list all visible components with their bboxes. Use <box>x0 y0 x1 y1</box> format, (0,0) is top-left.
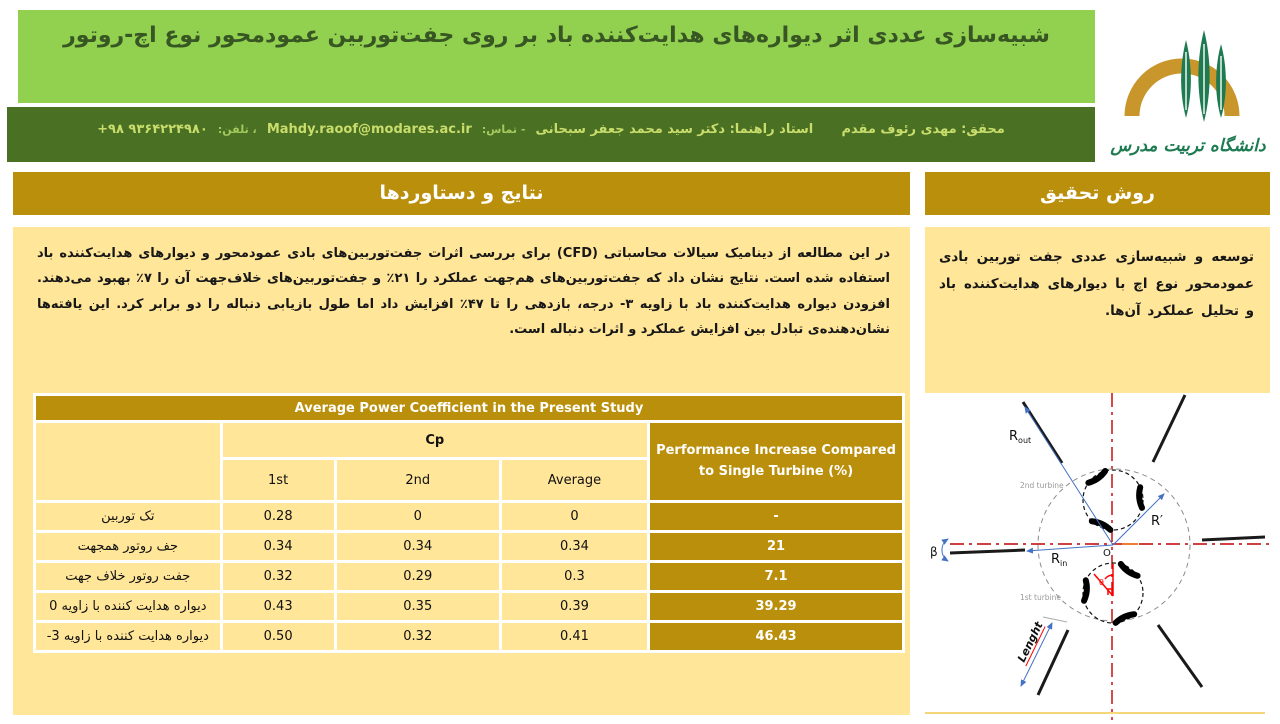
results-section-header: نتایج و دستاوردها <box>13 172 910 215</box>
turbine-rotor-circles <box>1082 469 1144 624</box>
cp2-value: 0 <box>336 503 499 530</box>
avg-value: 0 <box>501 503 648 530</box>
table-row: تک توربین 0.28 0 0 - <box>36 503 902 530</box>
results-abstract-text: در این مطالعه از دینامیک سیالات محاسباتی… <box>37 246 890 338</box>
perf-value: - <box>650 503 902 530</box>
table-title: Average Power Coefficient in the Present… <box>36 396 902 420</box>
cp1-value: 0.50 <box>222 623 334 650</box>
phone-label: ، تلفن: <box>217 123 257 136</box>
beta-label: β <box>930 545 938 559</box>
contact-label: - تماس: <box>481 123 526 136</box>
cp1-value: 0.34 <box>222 533 334 560</box>
method-section-header: روش تحقیق <box>925 172 1270 215</box>
theta-label: θ <box>1099 578 1104 587</box>
avg-value: 0.39 <box>501 593 648 620</box>
method-description-text: توسعه و شبیه‌سازی عددی جفت توربین بادی ع… <box>939 249 1254 319</box>
length-label: Lenght <box>1015 619 1046 667</box>
col-header-average: Average <box>501 460 648 500</box>
perf-value: 39.29 <box>650 593 902 620</box>
col-header-1st: 1st <box>222 460 334 500</box>
perf-value: 21 <box>650 533 902 560</box>
first-turbine-label: 1st turbine <box>1020 593 1061 602</box>
performance-column-header: Performance Increase Compared to Single … <box>650 423 902 500</box>
col-header-2nd: 2nd <box>336 460 499 500</box>
row-label: تک توربین <box>36 503 220 530</box>
method-section-body: توسعه و شبیه‌سازی عددی جفت توربین بادی ع… <box>925 227 1270 393</box>
cp2-value: 0.29 <box>336 563 499 590</box>
avg-value: 0.3 <box>501 563 648 590</box>
cp1-value: 0.32 <box>222 563 334 590</box>
cp-column-group-header: Cp <box>222 423 648 457</box>
r-in-label: Rin <box>1051 552 1067 568</box>
info-bar: محقق: مهدی رئوف مقدم استاد راهنما: دکتر … <box>7 107 1095 162</box>
cp1-value: 0.28 <box>222 503 334 530</box>
row-label: جف روتور همجهت <box>36 533 220 560</box>
r-prime-label: R′ <box>1151 514 1163 529</box>
phone-number: +۹۸ ۹۳۶۴۲۲۴۹۸۰ <box>97 122 208 137</box>
logo-university-name: دانشگاه تربیت مدرس <box>1109 135 1266 156</box>
title-banner: شبیه‌سازی عددی اثر دیواره‌های هدایت‌کنند… <box>18 10 1095 103</box>
table-row: دیواره هدایت کننده با زاویه 0 0.43 0.35 … <box>36 593 902 620</box>
avg-value: 0.34 <box>501 533 648 560</box>
contact-email: Mahdy.raoof@modares.ac.ir <box>266 122 472 137</box>
r-out-label: Rout <box>1009 429 1031 445</box>
row-label: دیواره هدایت کننده با زاویه 0 <box>36 593 220 620</box>
row-label: دیواره هدایت کننده با زاویه 3- <box>36 623 220 650</box>
table-row: جف روتور همجهت 0.34 0.34 0.34 21 <box>36 533 902 560</box>
theta-angle-marker <box>1093 564 1114 597</box>
poster-title: شبیه‌سازی عددی اثر دیواره‌های هدایت‌کنند… <box>63 23 1050 48</box>
origin-label: O <box>1103 548 1111 559</box>
perf-value: 46.43 <box>650 623 902 650</box>
dimension-arrows <box>941 406 1165 687</box>
cp1-value: 0.43 <box>222 593 334 620</box>
turbine-configuration-diagram: Rout R′ Rin O β θ 2nd turbine 1st turbin… <box>925 393 1270 720</box>
logo-cypress-trees <box>1181 30 1226 122</box>
cp2-value: 0.32 <box>336 623 499 650</box>
row-label: جفت روتور خلاف جهت <box>36 563 220 590</box>
advisor-name: استاد راهنما: دکتر سید محمد جعفر سبحانی <box>535 122 814 137</box>
table-row: دیواره هدایت کننده با زاویه 3- 0.50 0.32… <box>36 623 902 650</box>
university-logo: دانشگاه تربیت مدرس <box>1102 4 1274 166</box>
wall-reference-tick <box>1042 616 1068 623</box>
second-turbine-label: 2nd turbine <box>1020 481 1064 490</box>
avg-value: 0.41 <box>501 623 648 650</box>
cp2-value: 0.35 <box>336 593 499 620</box>
table-corner-cell <box>36 423 220 500</box>
table-row: جفت روتور خلاف جهت 0.32 0.29 0.3 7.1 <box>36 563 902 590</box>
perf-value: 7.1 <box>650 563 902 590</box>
researcher-name: محقق: مهدی رئوف مقدم <box>841 122 1005 137</box>
turbine-blades <box>1081 468 1145 626</box>
results-section-body: در این مطالعه از دینامیک سیالات محاسباتی… <box>13 227 910 715</box>
cp2-value: 0.34 <box>336 533 499 560</box>
power-coefficient-table: Average Power Coefficient in the Present… <box>33 393 905 653</box>
centerline-crosshair <box>950 393 1270 720</box>
